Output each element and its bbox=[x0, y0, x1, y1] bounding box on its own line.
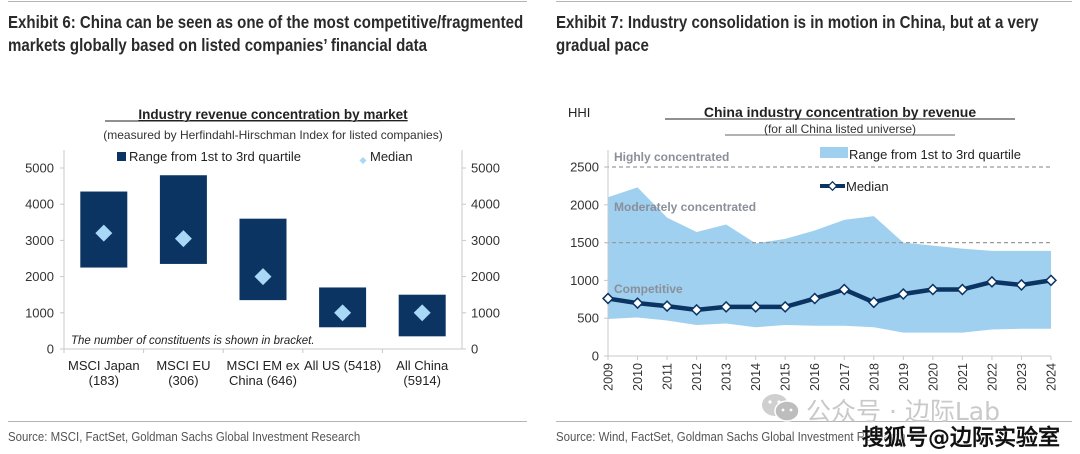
quartile-range-band bbox=[608, 187, 1051, 333]
y-tick-label: 1000 bbox=[570, 273, 599, 288]
x-tick-label: 2015 bbox=[779, 363, 793, 391]
median-point bbox=[956, 283, 969, 296]
x-tick-label: 2016 bbox=[808, 363, 822, 391]
range-bar bbox=[159, 175, 207, 264]
exhibit-7-source: Source: Wind, FactSet, Goldman Sachs Glo… bbox=[556, 429, 906, 444]
x-tick-label: 2009 bbox=[602, 363, 616, 391]
y-tick-label: 500 bbox=[577, 311, 599, 326]
legend-range-swatch bbox=[117, 152, 126, 161]
chart-subtitle: (measured by Herfindahl-Hirschman Index … bbox=[103, 128, 442, 142]
y-tick-label-left: 5000 bbox=[25, 161, 54, 176]
x-tick-label: MSCI EU bbox=[156, 358, 210, 373]
x-tick-label: 2010 bbox=[631, 363, 645, 391]
x-tick-label: 2023 bbox=[1015, 363, 1029, 391]
x-tick-label: China (646) bbox=[229, 373, 297, 388]
y-tick-label-right: 1000 bbox=[471, 305, 500, 320]
legend-range-label: Range from 1st to 3rd quartile bbox=[129, 149, 301, 164]
x-tick-label: (183) bbox=[89, 373, 119, 388]
legend-range-label: Range from 1st to 3rd quartile bbox=[849, 147, 1021, 162]
x-tick-label: 2011 bbox=[661, 363, 675, 390]
zone-label-highly: Highly concentrated bbox=[614, 150, 729, 164]
x-tick-label: All US (5418) bbox=[304, 358, 381, 373]
x-tick-label: 2014 bbox=[749, 363, 763, 391]
y-axis-label: HHI bbox=[568, 105, 590, 120]
bottom-divider bbox=[556, 421, 1072, 422]
china-hhi-trend-chart: HHI China industry concentration by reven… bbox=[568, 104, 1059, 391]
zone-label-moderately: Moderately concentrated bbox=[614, 200, 756, 214]
y-tick-label-right: 5000 bbox=[471, 161, 500, 176]
median-point bbox=[926, 283, 939, 296]
x-tick-label: 2018 bbox=[867, 363, 881, 391]
legend-median-label: Median bbox=[370, 149, 413, 164]
y-tick-label-right: 0 bbox=[471, 342, 478, 357]
exhibit-6-source: Source: MSCI, FactSet, Goldman Sachs Glo… bbox=[8, 429, 361, 444]
x-tick-label: 2013 bbox=[720, 363, 734, 391]
exhibit-6-title: Exhibit 6: China can be seen as one of t… bbox=[8, 12, 524, 55]
y-tick-label-left: 2000 bbox=[25, 269, 54, 284]
y-tick-label: 1500 bbox=[570, 235, 599, 250]
x-tick-label: 2024 bbox=[1045, 363, 1059, 391]
sohu-watermark: 搜狐号@边际实验室 bbox=[862, 426, 1061, 451]
x-tick-label: 2017 bbox=[838, 363, 852, 391]
median-point bbox=[661, 300, 674, 313]
median-point bbox=[838, 283, 851, 296]
zone-label-competitive: Competitive bbox=[614, 282, 683, 296]
wechat-watermark: 公众号 · 边际Lab bbox=[806, 397, 1000, 426]
x-tick-label: (5914) bbox=[403, 373, 441, 388]
median-point bbox=[1044, 274, 1058, 287]
median-point bbox=[779, 300, 792, 313]
x-tick-label: 2022 bbox=[985, 363, 999, 391]
median-point bbox=[601, 292, 615, 305]
median-point bbox=[897, 287, 910, 301]
legend-median-swatch bbox=[359, 157, 367, 165]
y-tick-label-left: 3000 bbox=[25, 233, 54, 248]
median-point bbox=[631, 297, 644, 310]
median-line bbox=[607, 278, 1052, 313]
x-tick-label: 2019 bbox=[897, 363, 911, 391]
median-point bbox=[749, 300, 762, 313]
y-tick-label-left: 4000 bbox=[25, 197, 54, 212]
x-tick-label: MSCI EM ex bbox=[227, 358, 300, 373]
chart-title: China industry concentration by revenue bbox=[704, 104, 976, 120]
x-tick-label: 2021 bbox=[956, 363, 970, 391]
y-tick-label-right: 2000 bbox=[471, 269, 500, 284]
y-tick-label: 2500 bbox=[570, 160, 599, 175]
median-point bbox=[985, 275, 998, 288]
y-tick-label-left: 1000 bbox=[25, 305, 54, 320]
median-point bbox=[690, 303, 703, 316]
x-tick-label: All China bbox=[396, 358, 449, 373]
y-tick-label: 2000 bbox=[570, 197, 599, 212]
y-tick-label-right: 3000 bbox=[471, 233, 500, 248]
x-tick-label: MSCI Japan bbox=[68, 358, 140, 373]
exhibit-6-panel: Exhibit 6: China can be seen as one of t… bbox=[0, 0, 535, 454]
median-point bbox=[867, 296, 880, 309]
y-tick-label: 0 bbox=[592, 349, 599, 364]
median-point bbox=[808, 292, 821, 305]
wechat-icon bbox=[762, 394, 800, 422]
x-tick-label: 2012 bbox=[690, 363, 704, 391]
bottom-divider bbox=[8, 421, 527, 422]
legend-median-marker bbox=[827, 180, 838, 192]
median-point bbox=[720, 300, 733, 313]
y-tick-label-right: 4000 bbox=[471, 197, 500, 212]
exhibit-7-panel: Exhibit 7: Industry consolidation is in … bbox=[548, 0, 1080, 454]
legend-range-swatch bbox=[820, 147, 848, 158]
y-tick-label-left: 0 bbox=[47, 342, 54, 357]
chart-subtitle: (for all China listed universe) bbox=[764, 122, 916, 136]
range-bar bbox=[239, 218, 287, 301]
median-point bbox=[1015, 278, 1028, 291]
legend-median-label: Median bbox=[846, 179, 889, 194]
top-divider bbox=[8, 1, 527, 2]
top-divider bbox=[556, 1, 1072, 2]
x-tick-label: 2020 bbox=[926, 363, 940, 391]
hhi-by-market-chart: Industry revenue concentration by market… bbox=[25, 107, 500, 388]
chart-note: The number of constituents is shown in b… bbox=[71, 335, 315, 347]
exhibit-7-title: Exhibit 7: Industry consolidation is in … bbox=[556, 12, 1039, 55]
chart-title: Industry revenue concentration by market bbox=[138, 107, 408, 122]
x-tick-label: (306) bbox=[168, 373, 198, 388]
